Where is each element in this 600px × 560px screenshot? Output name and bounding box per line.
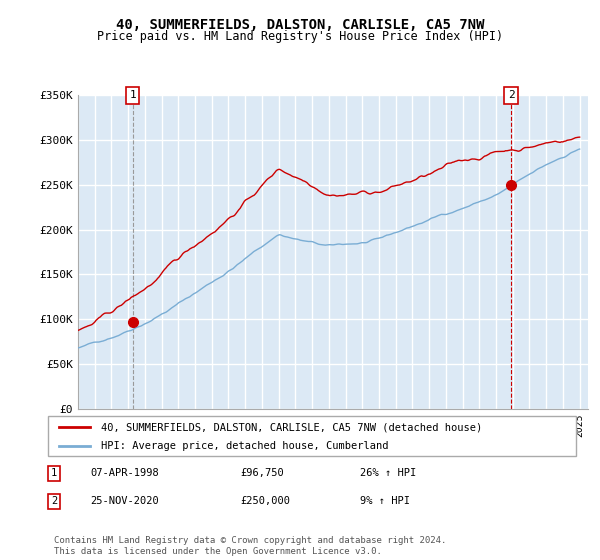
Text: Price paid vs. HM Land Registry's House Price Index (HPI): Price paid vs. HM Land Registry's House … <box>97 30 503 43</box>
Text: 9% ↑ HPI: 9% ↑ HPI <box>360 496 410 506</box>
Text: HPI: Average price, detached house, Cumberland: HPI: Average price, detached house, Cumb… <box>101 441 388 451</box>
Text: 40, SUMMERFIELDS, DALSTON, CARLISLE, CA5 7NW: 40, SUMMERFIELDS, DALSTON, CARLISLE, CA5… <box>116 18 484 32</box>
Text: 40, SUMMERFIELDS, DALSTON, CARLISLE, CA5 7NW (detached house): 40, SUMMERFIELDS, DALSTON, CARLISLE, CA5… <box>101 422 482 432</box>
Text: 25-NOV-2020: 25-NOV-2020 <box>90 496 159 506</box>
Text: 2: 2 <box>51 496 57 506</box>
Text: £250,000: £250,000 <box>240 496 290 506</box>
FancyBboxPatch shape <box>48 416 576 456</box>
Text: 1: 1 <box>130 90 136 100</box>
Text: 26% ↑ HPI: 26% ↑ HPI <box>360 468 416 478</box>
Text: 1: 1 <box>51 468 57 478</box>
Text: 07-APR-1998: 07-APR-1998 <box>90 468 159 478</box>
Text: £96,750: £96,750 <box>240 468 284 478</box>
Text: 2: 2 <box>508 90 514 100</box>
Text: Contains HM Land Registry data © Crown copyright and database right 2024.
This d: Contains HM Land Registry data © Crown c… <box>54 536 446 556</box>
